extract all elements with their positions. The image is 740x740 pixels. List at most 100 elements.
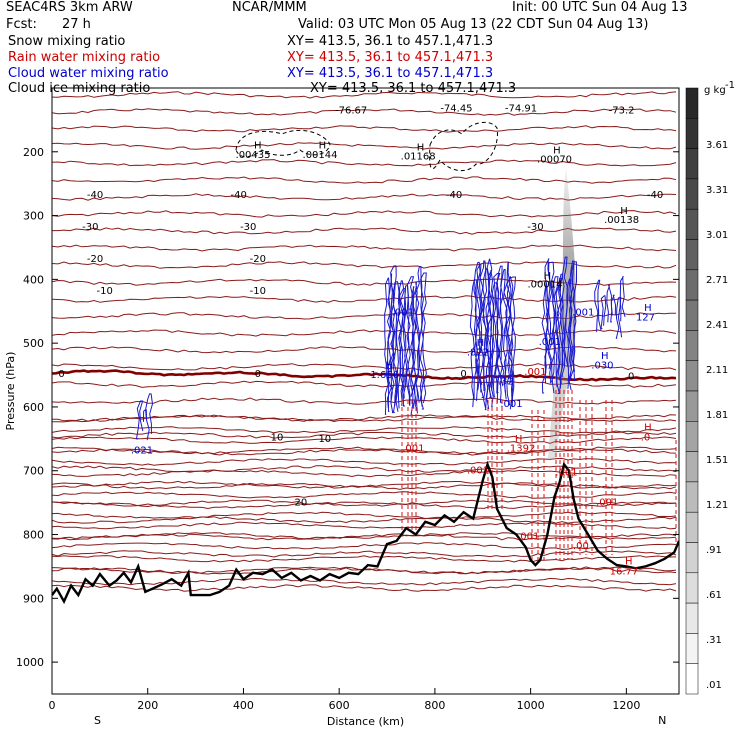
valid-time: Valid: 03 UTC Mon 05 Aug 13 (22 CDT Sun … bbox=[298, 17, 649, 32]
isotherm-value-label: -10 bbox=[250, 286, 266, 297]
cloud-water-contour bbox=[475, 264, 483, 391]
cloud-water-contour bbox=[410, 286, 418, 415]
isotherm-line bbox=[52, 363, 677, 371]
isotherm-line bbox=[52, 261, 677, 269]
cloud-water-contour bbox=[479, 260, 488, 399]
isotherm-line bbox=[52, 436, 677, 444]
colorbar-tick-label: .91 bbox=[706, 545, 722, 556]
isotherm-value-label: -30 bbox=[82, 222, 98, 233]
isotherm-value-label: -30 bbox=[527, 222, 543, 233]
terrain-line bbox=[52, 460, 679, 605]
field-maximum-label: .021 bbox=[131, 445, 153, 456]
field-maximum-label: .00144 bbox=[303, 150, 338, 161]
field-name-snow: Snow mixing ratio bbox=[8, 34, 126, 49]
colorbar-swatch bbox=[685, 542, 699, 574]
cloud-water-contour bbox=[143, 409, 148, 422]
cloud-water-contour bbox=[551, 276, 559, 394]
cloud-water-contour bbox=[496, 265, 504, 394]
colorbar-unit-exponent: -1 bbox=[725, 80, 735, 91]
cloud-water-contour bbox=[600, 295, 607, 329]
y-tick-label: 500 bbox=[23, 337, 44, 350]
isotherm-line bbox=[52, 346, 677, 354]
isotherm-value-label: -20 bbox=[87, 254, 103, 265]
isotherm-value-label: 10 bbox=[271, 433, 284, 444]
field-xy-snow: XY= 413.5, 36.1 to 457.1,471.3 bbox=[287, 34, 494, 49]
endpoint-south-label: S bbox=[94, 714, 101, 727]
y-tick-label: 300 bbox=[23, 210, 44, 223]
colorbar-swatch bbox=[685, 118, 699, 149]
field-maximum-label: .001 bbox=[517, 531, 539, 542]
field-maximum-label: H bbox=[644, 422, 652, 433]
field-maximum-label: .00435 bbox=[236, 150, 271, 161]
isotherm-value-label: -73.2 bbox=[609, 105, 635, 116]
colorbar-swatch bbox=[685, 178, 699, 210]
field-maximum-label: H bbox=[644, 303, 652, 314]
colorbar-tick-label: 2.71 bbox=[706, 275, 728, 286]
isotherm-line bbox=[52, 397, 677, 405]
field-xy-rain: XY= 413.5, 36.1 to 457.1,471.3 bbox=[287, 50, 494, 65]
isotherm-line bbox=[52, 480, 677, 489]
colorbar-swatch bbox=[685, 208, 699, 240]
y-tick-label: 1000 bbox=[16, 656, 44, 669]
field-maximum-label: .1392 bbox=[507, 443, 536, 454]
field-maximum-label: .001 bbox=[524, 367, 546, 378]
forecast-label: Fcst: bbox=[6, 17, 37, 32]
cloud-ice-contour bbox=[235, 129, 331, 158]
freezing-level-line bbox=[52, 369, 677, 382]
isotherm-value-label: -74.45 bbox=[440, 103, 472, 114]
x-tick-label: 1200 bbox=[612, 699, 640, 712]
colorbar-tick-label: .61 bbox=[706, 590, 722, 601]
isotherm-value-label: -40 bbox=[230, 190, 246, 201]
y-tick-label: 800 bbox=[23, 529, 44, 542]
cloud-water-contour bbox=[384, 277, 392, 415]
field-maximum-label: .001 bbox=[555, 468, 577, 479]
cloud-water-contour bbox=[544, 258, 552, 378]
colorbar-swatch bbox=[685, 481, 699, 513]
colorbar-swatch bbox=[685, 269, 699, 301]
field-maximum-label: .001 bbox=[402, 443, 424, 454]
isotherm-value-label: -76.67 bbox=[335, 105, 367, 116]
field-maximum-label: .001 bbox=[572, 308, 594, 319]
colorbar-swatch bbox=[685, 148, 699, 180]
field-maximum-label: 1.656 bbox=[370, 370, 399, 381]
isotherm-line bbox=[52, 380, 677, 388]
field-maximum-label: .001 bbox=[539, 337, 561, 348]
isotherm-line bbox=[52, 193, 677, 201]
field-maximum-label: H bbox=[477, 338, 485, 349]
field-maximum-label: .030 bbox=[591, 360, 613, 371]
isotherm-line bbox=[52, 577, 677, 586]
field-maximum-label: H bbox=[319, 140, 327, 151]
x-tick-label: 0 bbox=[49, 699, 56, 712]
isotherm-value-label: 0 bbox=[58, 369, 64, 380]
cloud-water-contour bbox=[615, 296, 623, 339]
field-maximum-label: H bbox=[254, 140, 262, 151]
colorbar-unit: g kg bbox=[704, 85, 726, 96]
colorbar-tick-label: 1.51 bbox=[706, 455, 728, 466]
colorbar-swatch bbox=[685, 330, 699, 361]
isotherm-line bbox=[52, 491, 677, 499]
field-maximum-label: H bbox=[601, 351, 609, 362]
colorbar-swatch bbox=[685, 511, 699, 543]
y-tick-label: 600 bbox=[23, 401, 44, 414]
isotherm-line bbox=[52, 542, 677, 550]
x-tick-label: 200 bbox=[137, 699, 158, 712]
field-maximum-label: H bbox=[620, 206, 628, 217]
field-maximum-label: 16.77 bbox=[610, 567, 639, 578]
cloud-water-contour bbox=[568, 260, 576, 390]
field-maximum-label: .00014 bbox=[527, 279, 562, 290]
cloud-water-contour bbox=[412, 282, 420, 409]
field-maximum-label: .822 bbox=[467, 348, 489, 359]
isotherm-line bbox=[52, 125, 677, 133]
isotherm-line bbox=[52, 91, 677, 99]
chart-labels: -76.67 -74.45 -74.91 -73.2 -40 -40 -40 -40 -30 -3… bbox=[58, 103, 663, 577]
isotherm-line bbox=[52, 329, 677, 337]
forecast-hours: 27 h bbox=[62, 17, 91, 32]
cloud-water-contour bbox=[619, 276, 626, 322]
cloud-water-contour bbox=[610, 294, 617, 323]
field-maximum-label: H bbox=[625, 556, 633, 567]
colorbar-swatch bbox=[685, 360, 699, 392]
field-maximum-label: 127 bbox=[636, 313, 655, 324]
y-tick-label: 400 bbox=[23, 273, 44, 286]
isotherm-line bbox=[52, 448, 677, 456]
